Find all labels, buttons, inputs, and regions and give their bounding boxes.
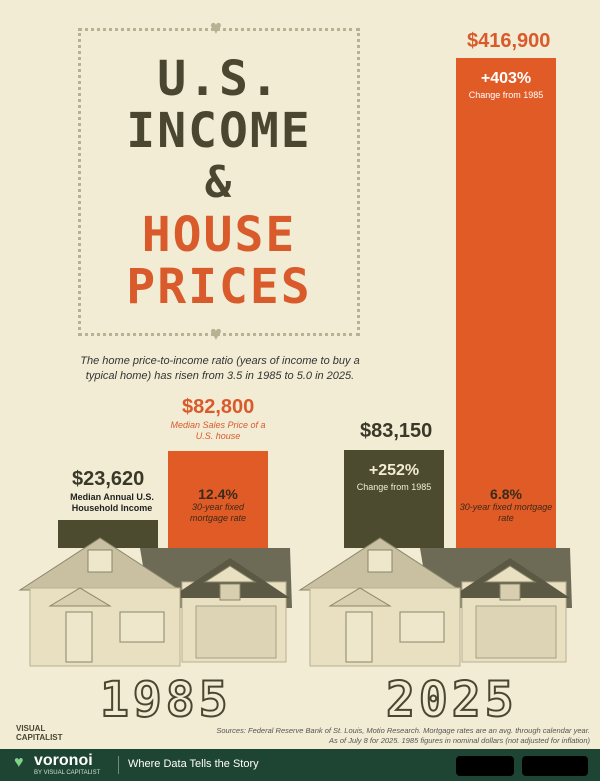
- google-play-badge[interactable]: [522, 756, 588, 776]
- change-value-income: +252%: [368, 462, 420, 479]
- value-label-house-2025: $416,900: [467, 30, 551, 52]
- mortgage-label-2025: 30-year fixed mortgage rate: [459, 502, 553, 523]
- mortgage-label-1985: 30-year fixed mortgage rate: [189, 502, 247, 523]
- footer-divider: [118, 756, 119, 774]
- source-line-1: Sources: Federal Reserve Bank of St. Lou…: [216, 726, 590, 735]
- logo-line-2: CAPITALIST: [16, 733, 63, 742]
- source-note: Sources: Federal Reserve Bank of St. Lou…: [170, 726, 590, 746]
- series-label-income: Median Annual U.S. Household Income: [70, 492, 154, 513]
- house-1985: [18, 537, 292, 667]
- bar-house-1985: [168, 450, 268, 548]
- title-line-3: &: [204, 157, 234, 208]
- year-1985: 1985: [99, 671, 232, 729]
- voronoi-by: BY VISUAL CAPITALIST: [34, 770, 101, 776]
- bar-house-2025: [456, 58, 556, 548]
- value-label-house-1985: $82,800: [182, 396, 255, 418]
- voronoi-wordmark: voronoi: [34, 752, 93, 769]
- value-label-income-1985: $23,620: [72, 468, 145, 490]
- series-label-house: Median Sales Price of a U.S. house: [170, 420, 266, 441]
- title-line-4: HOUSE: [141, 207, 297, 263]
- tagline: Where Data Tells the Story: [128, 758, 259, 770]
- year-2025: 2025: [385, 671, 518, 729]
- voronoi-heart-icon: ♥: [14, 754, 24, 771]
- title-line-1: U.S.: [157, 51, 281, 107]
- bar-income-2025: [344, 450, 444, 548]
- title-line-5: PRICES: [126, 259, 312, 315]
- change-label-income: Change from 1985: [356, 482, 432, 492]
- houses-illustration: [18, 537, 572, 667]
- heart-top-icon: ♥: [210, 17, 222, 39]
- change-label-house: Change from 1985: [468, 90, 544, 100]
- heart-bottom-icon: ♥: [210, 323, 222, 345]
- title-line-2: INCOME: [126, 103, 312, 159]
- subtitle: The home price-to-income ratio (years of…: [80, 355, 360, 382]
- mortgage-rate-1985: 12.4%: [198, 486, 238, 502]
- visual-capitalist-logo: VISUAL CAPITALIST: [16, 724, 63, 742]
- value-label-income-2025: $83,150: [360, 420, 433, 442]
- logo-line-1: VISUAL: [16, 724, 46, 733]
- house-2025: [298, 537, 572, 667]
- footer-bar: ♥ voronoi BY VISUAL CAPITALIST Where Dat…: [0, 749, 600, 781]
- mortgage-rate-2025: 6.8%: [490, 486, 522, 502]
- title-frame: [78, 28, 360, 336]
- app-store-badge[interactable]: [456, 756, 514, 776]
- change-value-house: +403%: [480, 70, 532, 87]
- source-line-2: As of July 8 for 2025. 1985 figures in n…: [329, 736, 590, 745]
